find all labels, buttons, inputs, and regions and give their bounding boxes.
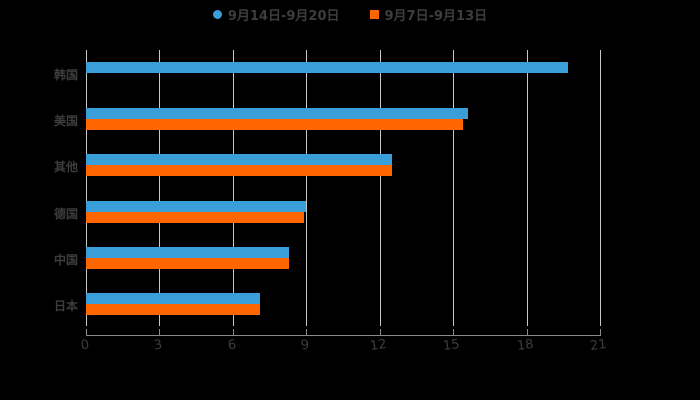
category-label: 韩国 — [53, 68, 78, 82]
gridline — [233, 50, 234, 326]
legend-label: 9月7日-9月13日 — [384, 8, 488, 24]
x-tick-label: 21 — [589, 336, 608, 355]
x-tick-mark — [233, 329, 234, 336]
bar-previous-week[interactable] — [86, 304, 260, 315]
category-label: 其他 — [53, 160, 78, 175]
x-tick-mark — [380, 329, 381, 336]
x-tick-label: 18 — [516, 336, 535, 355]
legend-item-week-previous[interactable]: 9月7日-9月13日 — [369, 5, 488, 24]
gridline — [159, 50, 160, 326]
x-tick-mark — [527, 329, 528, 336]
category-label: 德国 — [53, 206, 78, 221]
legend-item-week-current[interactable]: 9月14日-9月20日 — [212, 5, 340, 24]
gridline — [380, 50, 381, 326]
chart-legend: 9月14日-9月20日 9月7日-9月13日 — [0, 4, 700, 24]
x-tick-mark — [159, 329, 160, 336]
category-label: 日本 — [53, 299, 78, 313]
gridline — [86, 50, 87, 326]
bar-previous-week[interactable] — [86, 165, 392, 177]
x-tick-label: 6 — [227, 337, 238, 354]
legend-circle-icon — [212, 9, 222, 19]
bar-current-week[interactable] — [86, 293, 260, 304]
bar-current-week[interactable] — [86, 246, 289, 258]
gridline — [453, 50, 454, 326]
x-tick-label: 9 — [300, 337, 311, 354]
x-tick-label: 12 — [369, 336, 388, 355]
bar-current-week[interactable] — [86, 108, 468, 120]
gridline — [527, 50, 528, 326]
legend-label: 9月14日-9月20日 — [227, 8, 340, 24]
legend-square-icon — [369, 9, 379, 19]
bar-current-week[interactable] — [86, 154, 392, 166]
gridline — [600, 50, 601, 326]
bar-previous-week[interactable] — [86, 257, 289, 269]
bar-current-week[interactable] — [86, 62, 568, 73]
bar-previous-week[interactable] — [86, 211, 304, 223]
x-tick-mark — [86, 329, 87, 336]
x-tick-mark — [600, 329, 601, 336]
category-label: 中国 — [53, 252, 78, 267]
bar-current-week[interactable] — [86, 200, 306, 212]
x-axis-line — [86, 335, 600, 336]
category-label: 美国 — [53, 114, 78, 129]
x-tick-mark — [306, 329, 307, 336]
x-tick-mark — [453, 329, 454, 336]
bar-previous-week[interactable] — [86, 119, 463, 131]
x-tick-label: 15 — [442, 336, 461, 355]
x-tick-label: 0 — [80, 337, 91, 354]
x-tick-label: 3 — [153, 337, 164, 354]
gridline — [306, 50, 307, 326]
